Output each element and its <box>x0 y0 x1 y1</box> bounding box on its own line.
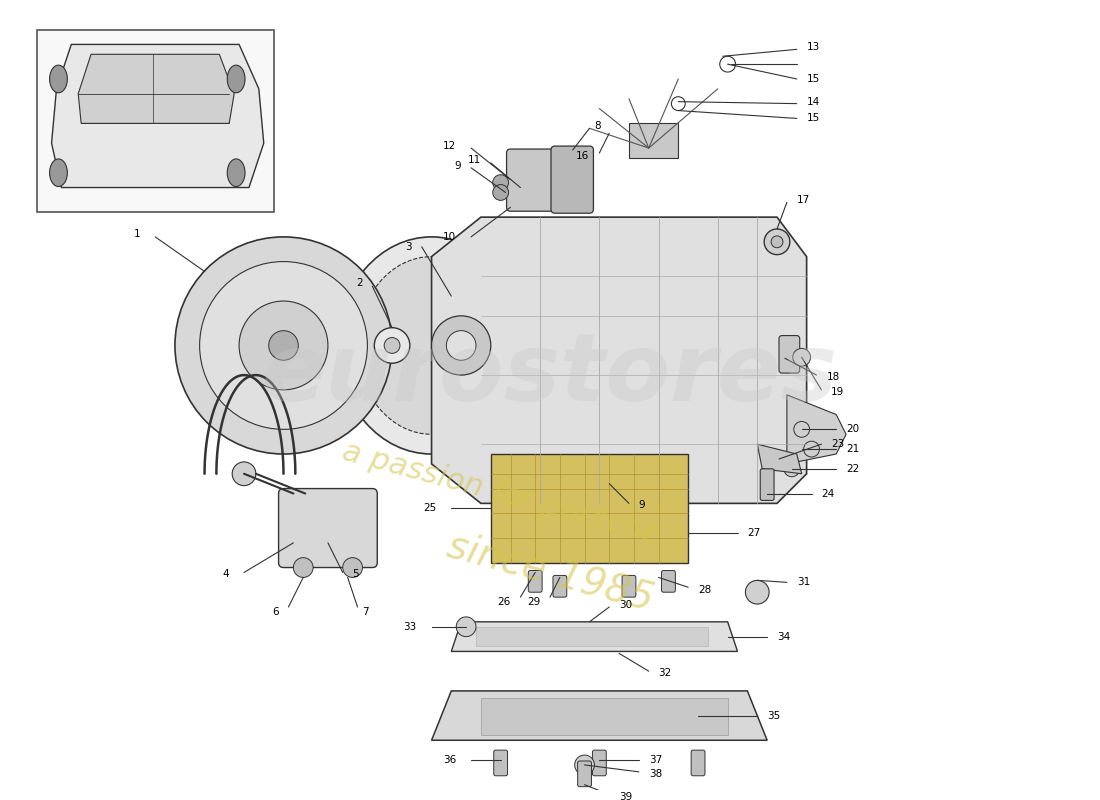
Text: 2: 2 <box>355 278 363 288</box>
Text: 26: 26 <box>497 597 510 607</box>
Ellipse shape <box>228 65 245 93</box>
Polygon shape <box>451 622 737 651</box>
Bar <box>481 698 728 735</box>
Ellipse shape <box>338 237 526 454</box>
Text: 29: 29 <box>527 597 540 607</box>
Text: 20: 20 <box>846 424 859 434</box>
Text: 38: 38 <box>649 769 662 779</box>
FancyBboxPatch shape <box>278 489 377 567</box>
Circle shape <box>268 330 298 360</box>
Text: 16: 16 <box>576 151 590 161</box>
Text: 13: 13 <box>806 42 820 52</box>
FancyBboxPatch shape <box>553 575 566 597</box>
Text: 30: 30 <box>619 600 632 610</box>
Text: 17: 17 <box>796 195 810 206</box>
Circle shape <box>771 236 783 248</box>
Text: 18: 18 <box>826 372 839 382</box>
Text: 4: 4 <box>222 570 229 579</box>
Circle shape <box>574 755 594 775</box>
FancyBboxPatch shape <box>528 570 542 592</box>
FancyBboxPatch shape <box>623 575 636 597</box>
Circle shape <box>784 461 800 477</box>
Text: 37: 37 <box>649 755 662 765</box>
Text: 39: 39 <box>619 791 632 800</box>
Polygon shape <box>78 54 234 123</box>
Text: 10: 10 <box>443 232 456 242</box>
Text: 23: 23 <box>832 439 845 449</box>
Bar <box>491 454 689 562</box>
FancyBboxPatch shape <box>661 570 675 592</box>
Circle shape <box>431 316 491 375</box>
Text: 3: 3 <box>405 242 411 252</box>
Circle shape <box>374 328 410 363</box>
Circle shape <box>493 174 508 190</box>
Circle shape <box>794 422 810 438</box>
FancyBboxPatch shape <box>551 146 593 213</box>
Circle shape <box>447 330 476 360</box>
Bar <box>629 123 679 158</box>
Bar <box>476 626 708 646</box>
Circle shape <box>175 237 392 454</box>
FancyBboxPatch shape <box>760 469 774 501</box>
Text: 22: 22 <box>846 464 859 474</box>
Circle shape <box>804 441 820 457</box>
Text: since 1985: since 1985 <box>442 526 658 618</box>
FancyBboxPatch shape <box>494 750 507 776</box>
Circle shape <box>294 558 313 578</box>
Text: a passion for porsche: a passion for porsche <box>339 437 662 550</box>
FancyBboxPatch shape <box>593 750 606 776</box>
Text: 32: 32 <box>659 668 672 678</box>
Circle shape <box>343 558 363 578</box>
Text: 5: 5 <box>353 570 360 579</box>
FancyBboxPatch shape <box>779 335 800 373</box>
Ellipse shape <box>50 65 67 93</box>
Polygon shape <box>431 691 767 740</box>
Ellipse shape <box>358 257 506 434</box>
Text: 24: 24 <box>822 489 835 498</box>
Text: 15: 15 <box>806 114 820 123</box>
Text: 11: 11 <box>468 155 481 165</box>
Circle shape <box>764 229 790 254</box>
Text: 9: 9 <box>454 161 461 171</box>
Polygon shape <box>757 444 802 474</box>
Text: 21: 21 <box>846 444 859 454</box>
FancyBboxPatch shape <box>691 750 705 776</box>
Circle shape <box>746 580 769 604</box>
Circle shape <box>793 349 811 366</box>
Text: 7: 7 <box>363 607 370 617</box>
Polygon shape <box>431 217 806 503</box>
Text: 9: 9 <box>639 500 646 510</box>
Polygon shape <box>52 45 264 187</box>
Text: 35: 35 <box>767 710 780 721</box>
Polygon shape <box>786 395 846 464</box>
Text: 6: 6 <box>272 607 278 617</box>
Circle shape <box>199 262 367 430</box>
FancyBboxPatch shape <box>507 149 569 211</box>
Text: 14: 14 <box>806 97 820 106</box>
Text: 12: 12 <box>443 141 456 151</box>
Circle shape <box>232 462 256 486</box>
Text: 8: 8 <box>594 122 601 131</box>
Ellipse shape <box>228 159 245 186</box>
Circle shape <box>239 301 328 390</box>
Text: eurostores: eurostores <box>262 329 838 421</box>
FancyBboxPatch shape <box>578 761 592 786</box>
Ellipse shape <box>50 159 67 186</box>
Text: 27: 27 <box>747 528 761 538</box>
Text: 15: 15 <box>806 74 820 84</box>
Text: 28: 28 <box>698 586 712 595</box>
Bar <box>36 30 274 212</box>
Circle shape <box>493 185 508 200</box>
Text: 34: 34 <box>777 632 790 642</box>
Text: 25: 25 <box>424 503 437 514</box>
Text: 19: 19 <box>832 387 845 397</box>
Circle shape <box>456 617 476 637</box>
Text: 36: 36 <box>443 755 456 765</box>
Text: 31: 31 <box>796 578 810 587</box>
Text: 33: 33 <box>404 622 417 632</box>
Circle shape <box>384 338 400 354</box>
Text: 1: 1 <box>134 229 141 239</box>
